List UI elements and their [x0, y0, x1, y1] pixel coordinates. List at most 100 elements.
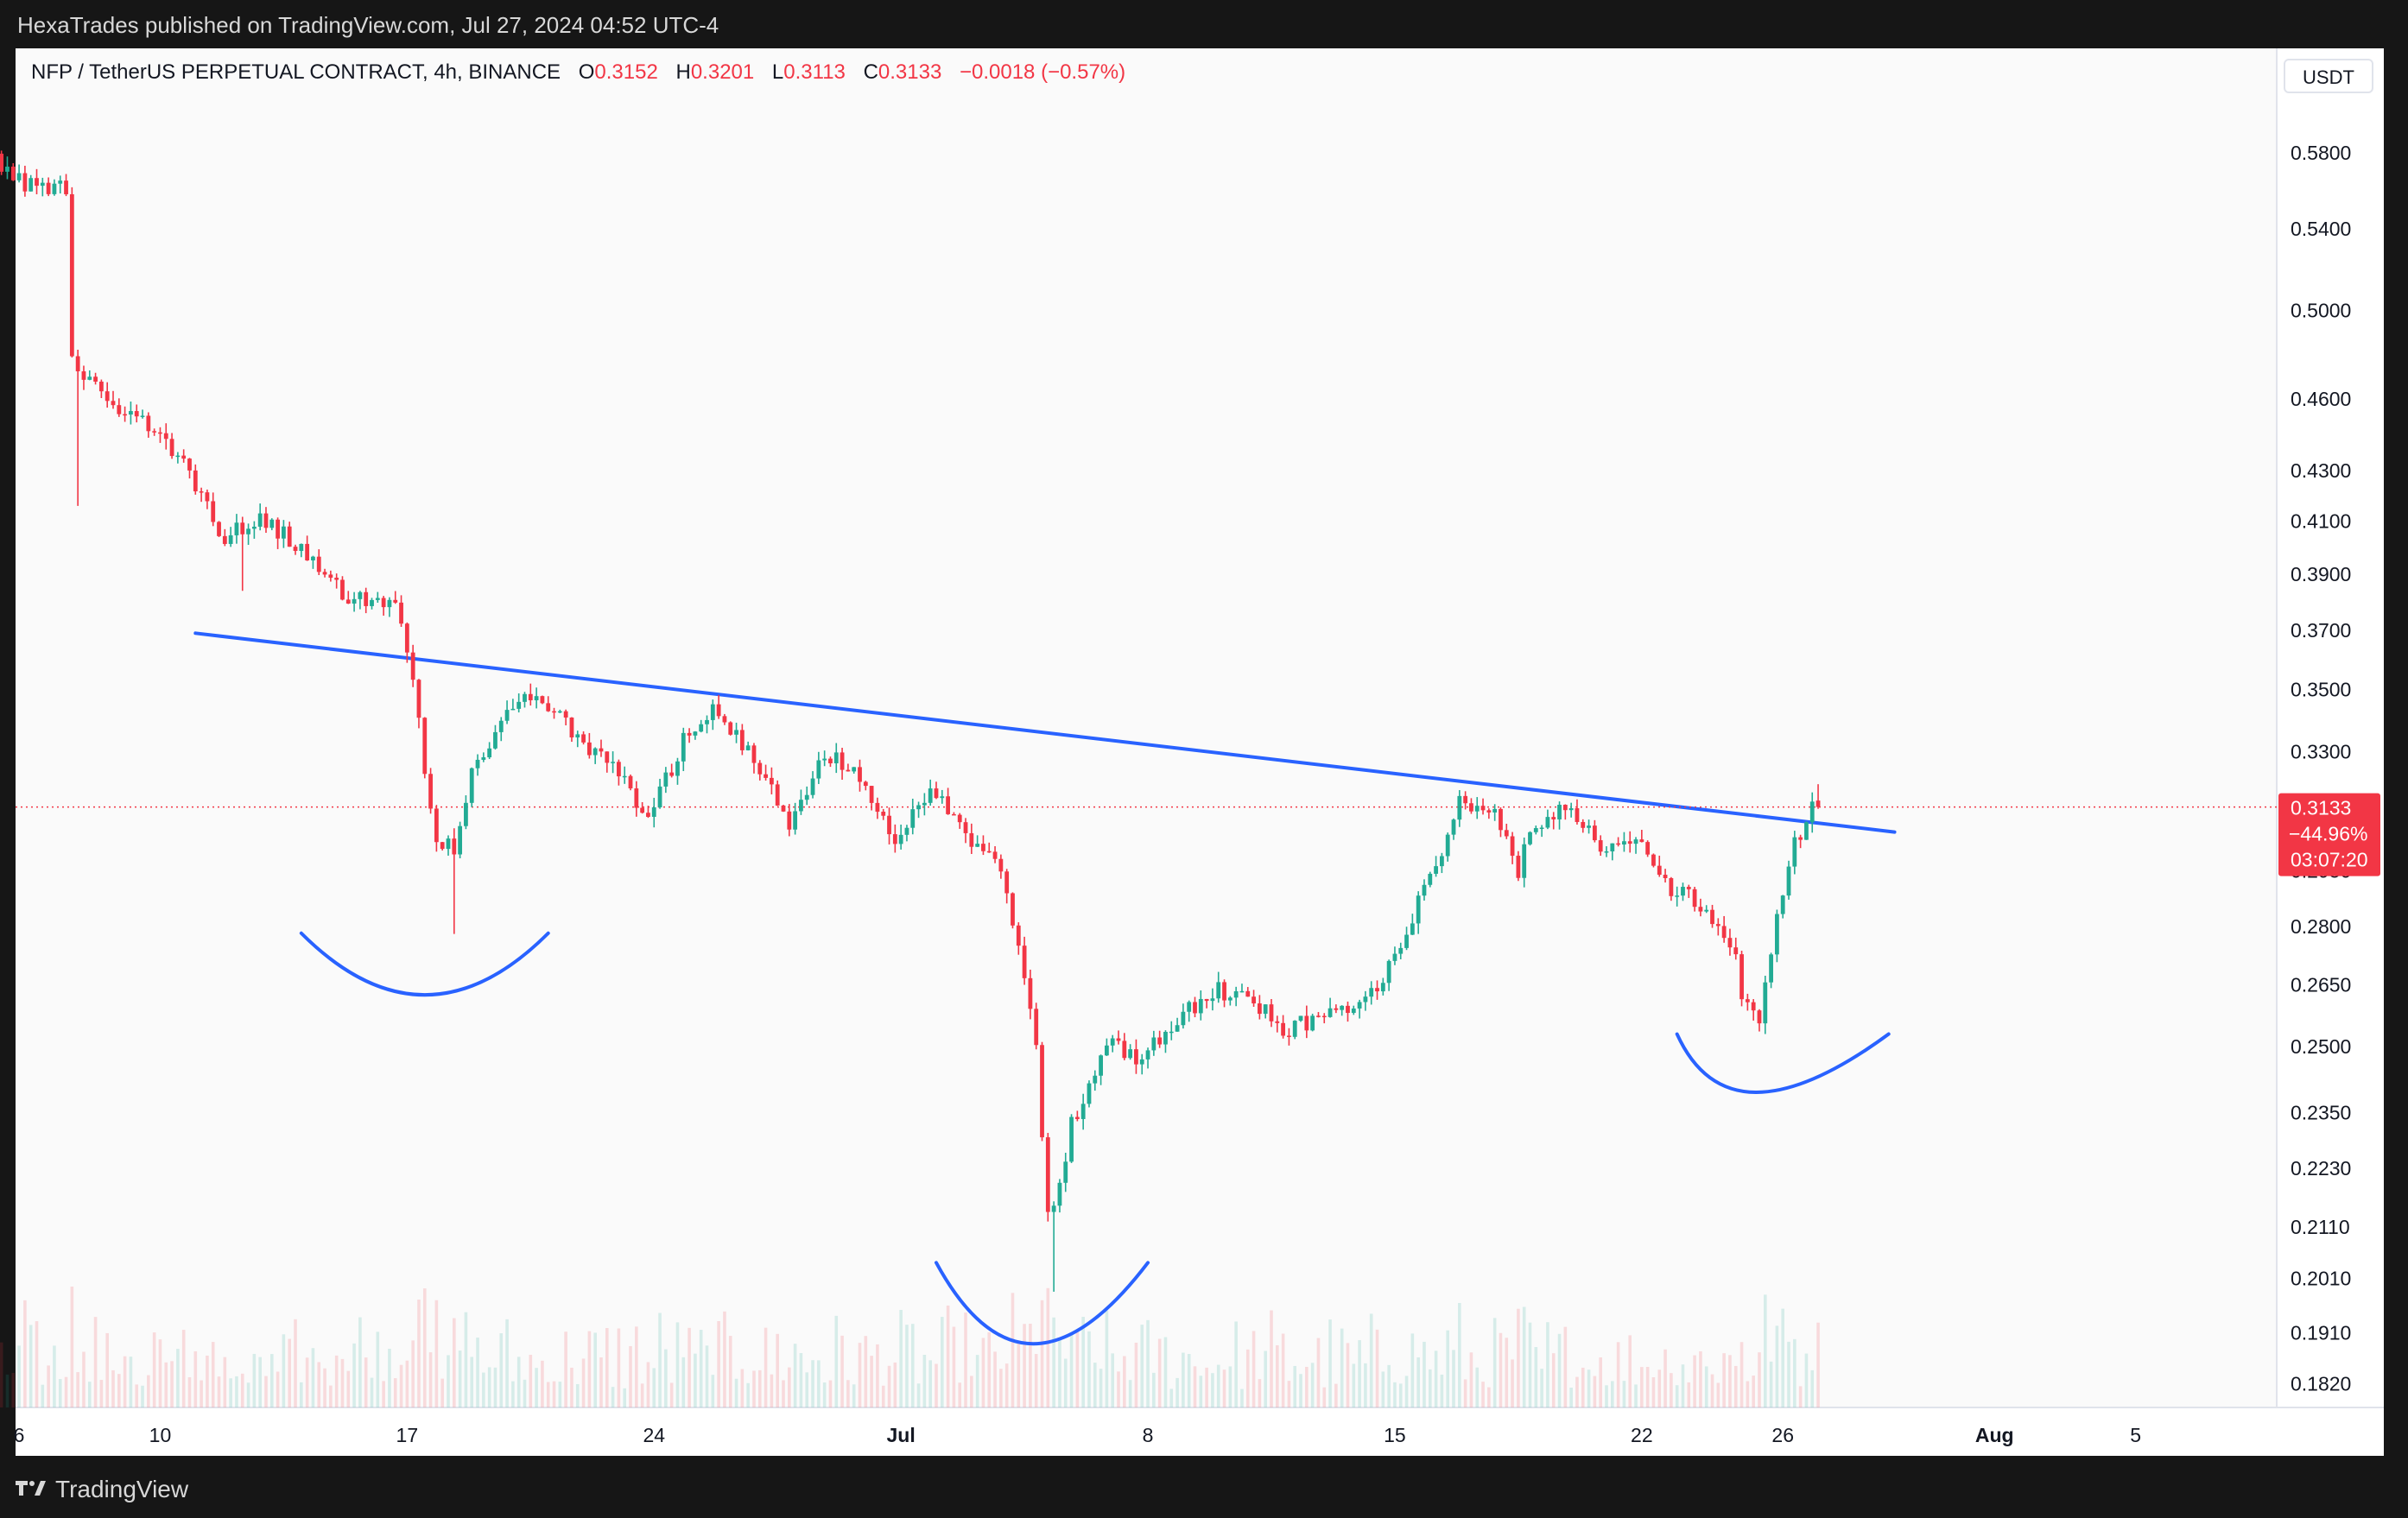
- volume-bar: [217, 1376, 221, 1407]
- candle: [1539, 825, 1544, 838]
- candle-body: [1686, 887, 1691, 889]
- candle-body: [1257, 1003, 1262, 1015]
- low-label: L: [771, 60, 784, 84]
- volume-bar: [887, 1365, 891, 1407]
- volume-bar: [158, 1339, 162, 1407]
- candle: [93, 372, 98, 385]
- candle-body: [769, 777, 774, 785]
- candle: [10, 162, 16, 181]
- candle: [370, 598, 374, 610]
- time-axis-labels: 6 10 17 24 Jul 8 15 22 26 Aug 5: [14, 1424, 2141, 1446]
- candle-body: [1233, 990, 1239, 998]
- candle-body: [1551, 817, 1556, 819]
- volume-bar: [516, 1357, 521, 1407]
- candle: [1210, 988, 1215, 1011]
- symbol-name[interactable]: NFP / TetherUS PERPETUAL CONTRACT, 4h, B…: [31, 60, 561, 84]
- candle-body: [175, 455, 181, 458]
- volume-bar: [1029, 1324, 1032, 1407]
- volume-bar: [1569, 1388, 1573, 1407]
- candle: [205, 489, 210, 509]
- candle: [98, 379, 104, 399]
- candle: [1645, 840, 1651, 857]
- volume-bar: [1675, 1385, 1679, 1407]
- candle: [1087, 1080, 1092, 1108]
- volume-bar: [5, 1374, 10, 1407]
- price-tick-label: 0.5800: [2291, 142, 2351, 164]
- volume-bar: [635, 1326, 638, 1407]
- candle-body: [892, 834, 897, 844]
- footer-brand[interactable]: TradingView: [16, 1468, 188, 1511]
- volume-bar: [499, 1333, 504, 1407]
- candle: [1721, 915, 1727, 943]
- candle: [1398, 942, 1404, 959]
- candle-body: [1028, 977, 1033, 1009]
- candle: [316, 549, 321, 575]
- candle-body: [1175, 1025, 1180, 1032]
- volume-bar: [376, 1331, 380, 1407]
- candle: [516, 693, 522, 713]
- volume-bar: [623, 1388, 627, 1407]
- candle: [123, 406, 128, 422]
- candle-body: [364, 591, 369, 606]
- candle-body: [311, 556, 315, 561]
- candle: [1363, 990, 1368, 1011]
- volume-bar: [952, 1326, 956, 1407]
- candle-body: [1721, 926, 1727, 939]
- symbol-legend[interactable]: NFP / TetherUS PERPETUAL CONTRACT, 4h, B…: [31, 60, 1125, 85]
- candle-body: [1510, 836, 1515, 856]
- candle: [1792, 831, 1797, 875]
- candle-body: [1522, 844, 1527, 878]
- volume-bar: [640, 1383, 644, 1407]
- volume-bar: [541, 1360, 544, 1407]
- volume-bar: [858, 1343, 862, 1407]
- candle-body: [986, 851, 992, 853]
- candle: [1334, 1004, 1339, 1014]
- volume-bar: [1645, 1367, 1650, 1407]
- candle-body: [5, 166, 10, 172]
- candle-body: [1099, 1055, 1103, 1076]
- candle-body: [605, 751, 610, 763]
- candle-body: [299, 543, 304, 552]
- volume-bar: [1134, 1342, 1138, 1407]
- candle: [969, 823, 974, 854]
- candle: [16, 164, 22, 183]
- candle: [1474, 797, 1480, 819]
- candle-body: [799, 800, 803, 812]
- candle-body: [293, 547, 298, 552]
- volume-bar: [35, 1321, 39, 1407]
- candle: [1310, 1014, 1315, 1032]
- volume-bar: [417, 1300, 421, 1407]
- candle: [504, 700, 510, 724]
- currency-button[interactable]: USDT: [2284, 59, 2373, 93]
- volume-bar: [740, 1369, 745, 1407]
- candle-body: [1463, 795, 1468, 804]
- volume-bar: [705, 1345, 709, 1407]
- volume-bar: [605, 1327, 609, 1407]
- candle: [381, 596, 386, 616]
- candle-body: [1604, 851, 1609, 853]
- volume-bar: [1758, 1352, 1761, 1407]
- candle-body: [1210, 998, 1215, 1002]
- volume-bar: [581, 1358, 586, 1407]
- volume-bar: [1622, 1381, 1626, 1407]
- volume-bar: [1340, 1328, 1344, 1407]
- candle: [158, 427, 162, 443]
- candle: [599, 739, 604, 757]
- volume-bar: [846, 1380, 850, 1407]
- volume-bar: [141, 1385, 144, 1407]
- candle-body: [863, 781, 868, 787]
- candle: [410, 644, 415, 687]
- volume-bar: [1293, 1365, 1297, 1407]
- candle-body: [211, 501, 216, 522]
- candle: [1034, 1003, 1039, 1050]
- candle-body: [1451, 819, 1456, 835]
- candle: [1233, 986, 1239, 1007]
- candle: [52, 179, 57, 196]
- volume-bar: [1463, 1379, 1467, 1407]
- candle-body: [399, 602, 403, 624]
- volume-bar: [364, 1357, 368, 1407]
- volume-bar: [1499, 1332, 1503, 1407]
- shoulder-arc-1: [299, 931, 550, 997]
- candle-body: [716, 704, 721, 717]
